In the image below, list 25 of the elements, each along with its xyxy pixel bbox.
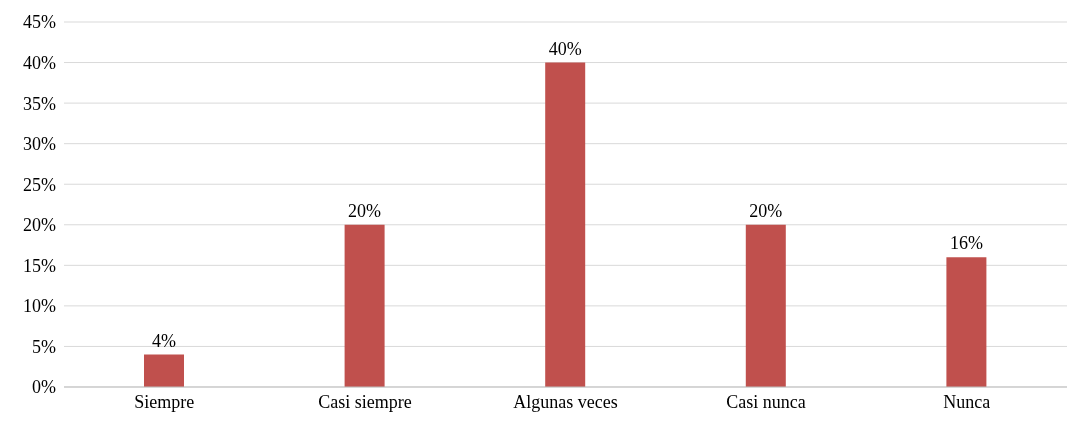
y-tick-label: 20% — [23, 215, 56, 236]
x-tick-label: Algunas veces — [513, 391, 618, 412]
bar — [144, 354, 184, 387]
y-tick-label: 35% — [23, 93, 56, 114]
y-tick-label: 30% — [23, 134, 56, 155]
x-tick-label: Casi siempre — [318, 391, 412, 412]
data-label: 4% — [152, 330, 176, 351]
bar — [745, 224, 786, 387]
y-tick-label: 45% — [23, 12, 56, 33]
y-tick-label: 0% — [32, 377, 56, 398]
bar — [545, 62, 586, 387]
data-label: 16% — [949, 233, 983, 254]
y-tick-label: 15% — [23, 255, 56, 276]
x-tick-label: Nunca — [943, 391, 991, 412]
data-label: 20% — [749, 200, 783, 221]
bar — [344, 224, 385, 387]
x-tick-label: Casi nunca — [726, 391, 806, 412]
y-tick-label: 10% — [23, 296, 56, 317]
x-tick-label: Siempre — [134, 391, 195, 412]
bar — [946, 257, 987, 387]
y-tick-label: 25% — [23, 174, 56, 195]
data-label: 40% — [548, 38, 582, 59]
y-tick-label: 5% — [32, 336, 56, 357]
data-label: 20% — [348, 200, 382, 221]
y-tick-label: 40% — [23, 52, 56, 73]
